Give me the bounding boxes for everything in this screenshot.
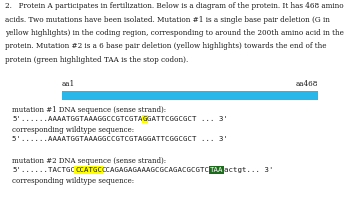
Text: 5'......TACTGC: 5'......TACTGC [12,167,75,173]
Text: 5'......AAAATGGTAAAGGCCGTCGTAGGATTCGGCGCT ... 3': 5'......AAAATGGTAAAGGCCGTCGTAGGATTCGGCGC… [12,136,228,142]
FancyBboxPatch shape [62,91,318,100]
Text: acids. Two mutations have been isolated. Mutation #1 is a single base pair delet: acids. Two mutations have been isolated.… [5,15,330,23]
Text: TAA: TAA [210,167,224,173]
Text: corresponding wildtype sequence:: corresponding wildtype sequence: [12,177,134,185]
Text: 5'......AAAATGGTAAAGGCCGTCGTA: 5'......AAAATGGTAAAGGCCGTCGTA [12,116,142,122]
Text: aa1: aa1 [62,80,75,88]
Text: protein. Mutation #2 is a 6 base pair deletion (yellow highlights) towards the e: protein. Mutation #2 is a 6 base pair de… [5,42,327,51]
Text: corresponding wildtype sequence:: corresponding wildtype sequence: [12,126,134,134]
Text: 2.   Protein A participates in fertilization. Below is a diagram of the protein.: 2. Protein A participates in fertilizati… [5,2,344,10]
Text: aa468: aa468 [296,80,318,88]
Text: mutation #1 DNA sequence (sense strand):: mutation #1 DNA sequence (sense strand): [12,106,166,114]
Text: CCATGC: CCATGC [75,167,102,173]
Text: protein (green highlighted TAA is the stop codon).: protein (green highlighted TAA is the st… [5,56,188,64]
Text: yellow highlights) in the coding region, corresponding to around the 200th amino: yellow highlights) in the coding region,… [5,29,344,37]
Text: mutation #2 DNA sequence (sense strand):: mutation #2 DNA sequence (sense strand): [12,157,166,165]
Text: actgt... 3': actgt... 3' [224,167,273,173]
Text: CCAGAGAGAAAGCGCAGACGCGTC: CCAGAGAGAAAGCGCAGACGCGTC [102,167,210,173]
Text: G: G [142,116,147,122]
Text: GATTCGGCGCT ... 3': GATTCGGCGCT ... 3' [147,116,228,122]
